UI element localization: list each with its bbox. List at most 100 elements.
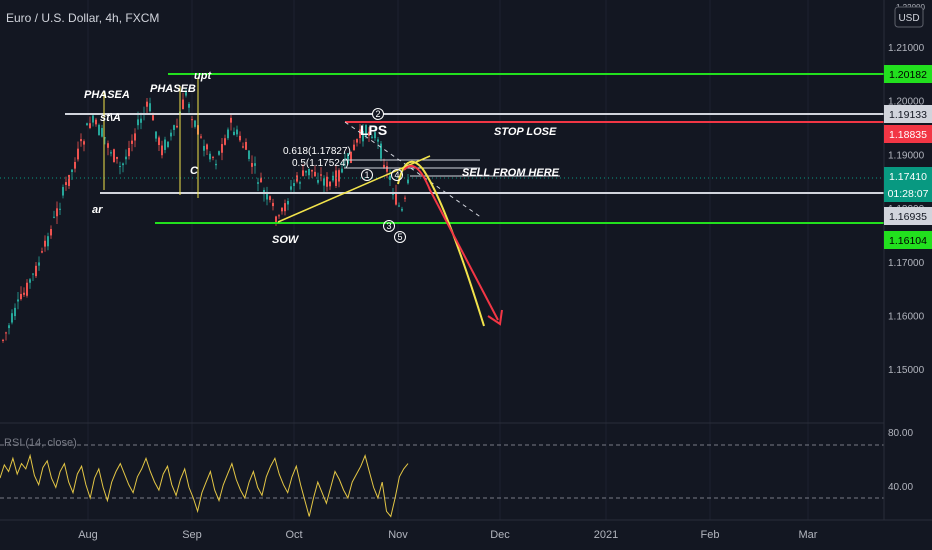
candle-body (77, 148, 79, 160)
candle-body (266, 192, 268, 200)
candle-body (182, 99, 184, 110)
candle-body (173, 125, 175, 130)
candle-body (239, 135, 241, 141)
price-axis-panel[interactable] (884, 0, 932, 520)
symbol-title[interactable]: Euro / U.S. Dollar, 4h, FXCM (6, 11, 159, 25)
candle-body (128, 148, 130, 157)
candle-body (242, 146, 244, 148)
candle-body (341, 168, 343, 173)
candle-body (200, 136, 202, 138)
time-label-aug: Aug (78, 529, 98, 541)
candle-body (152, 115, 154, 121)
price-badge-text-last-price: 1.17410 (889, 171, 927, 183)
yellow-projection-arc[interactable] (397, 160, 485, 327)
time-label-mar: Mar (799, 529, 818, 541)
candle-body (155, 131, 157, 139)
candlestick-series (2, 88, 409, 343)
candle-body (368, 131, 370, 136)
candle-body (224, 138, 226, 145)
candle-body (236, 129, 238, 135)
candle-body (164, 139, 166, 150)
candle-body (350, 151, 352, 163)
price-badge-text-white-level-2: 1.16935 (889, 211, 927, 223)
rsi-title[interactable]: RSI (14, close) (4, 437, 77, 449)
price-badge-countdown (884, 184, 932, 202)
candle-body (302, 170, 304, 176)
price-tick-label: 1.21000 (888, 43, 925, 54)
candle-body (314, 171, 316, 177)
candle-body (26, 282, 28, 296)
ar-label: ar (92, 204, 103, 216)
candle-body (389, 175, 391, 180)
candle-body (362, 131, 364, 142)
candle-body (329, 181, 331, 187)
time-label-sep: Sep (182, 529, 202, 541)
candle-body (92, 115, 94, 123)
time-label-2021: 2021 (594, 529, 618, 541)
time-label-oct: Oct (285, 529, 302, 541)
candle-body (290, 186, 292, 190)
wave-4-text: 4 (394, 170, 399, 180)
candle-body (146, 101, 148, 107)
price-badge-white-level (884, 105, 932, 123)
candle-body (134, 133, 136, 141)
candle-body (230, 117, 232, 123)
candle-body (14, 307, 16, 317)
candle-body (65, 182, 67, 185)
time-axis-panel[interactable] (0, 520, 932, 550)
candle-body (11, 313, 13, 323)
currency-button[interactable]: USD (894, 6, 924, 28)
candle-body (338, 170, 340, 182)
candle-body (191, 119, 193, 121)
price-tick-label: 1.20000 (888, 97, 925, 108)
candle-body (23, 292, 25, 295)
candle-body (2, 339, 4, 341)
candle-body (383, 164, 385, 168)
candle-body (206, 144, 208, 150)
price-badge-text-resistance-top: 1.20182 (889, 69, 927, 81)
candle-body (59, 208, 61, 210)
price-badge-text-countdown: 01:28:07 (888, 188, 929, 200)
candle-body (257, 182, 259, 184)
rsi-tick-40: 40.00 (888, 482, 913, 493)
price-tick-label: 1.19000 (888, 150, 925, 161)
candle-body (38, 262, 40, 266)
candle-body (101, 128, 103, 137)
wave-5-circle (394, 231, 406, 243)
candle-body (56, 208, 58, 217)
candle-body (41, 251, 43, 253)
red-projection-arrow[interactable] (403, 165, 499, 321)
candle-body (218, 151, 220, 155)
candle-body (269, 196, 271, 200)
candle-body (32, 273, 34, 275)
candle-body (68, 174, 70, 186)
time-label-nov: Nov (388, 529, 408, 541)
upt-label: upt (194, 70, 212, 82)
candle-body (251, 163, 253, 167)
candle-body (317, 180, 319, 183)
time-label-dec: Dec (490, 529, 510, 541)
red-arrow-head (487, 309, 503, 326)
candle-body (401, 208, 403, 211)
price-badges: 1.20182 1.19133 1.18835 1.17410 01:28:07 1.16… (884, 65, 932, 249)
currency-button-label[interactable]: USD (898, 13, 919, 24)
wave-5-text: 5 (397, 232, 402, 242)
candle-body (287, 200, 289, 205)
candle-body (149, 103, 151, 112)
candle-body (260, 177, 262, 183)
phase-a-label: PHASEA (84, 89, 130, 101)
candle-body (158, 137, 160, 146)
price-badge-text-white-level: 1.19133 (889, 109, 927, 121)
dashed-projection (344, 121, 483, 219)
candle-body (47, 236, 49, 247)
candle-body (404, 197, 406, 199)
c-label: C (190, 165, 199, 177)
candle-body (95, 119, 97, 125)
candle-body (293, 183, 295, 187)
candle-body (80, 139, 82, 142)
candle-body (17, 299, 19, 302)
candle-body (98, 124, 100, 136)
fib-618-label: 0.618(1.17827) (283, 146, 351, 157)
candle-body (203, 145, 205, 151)
